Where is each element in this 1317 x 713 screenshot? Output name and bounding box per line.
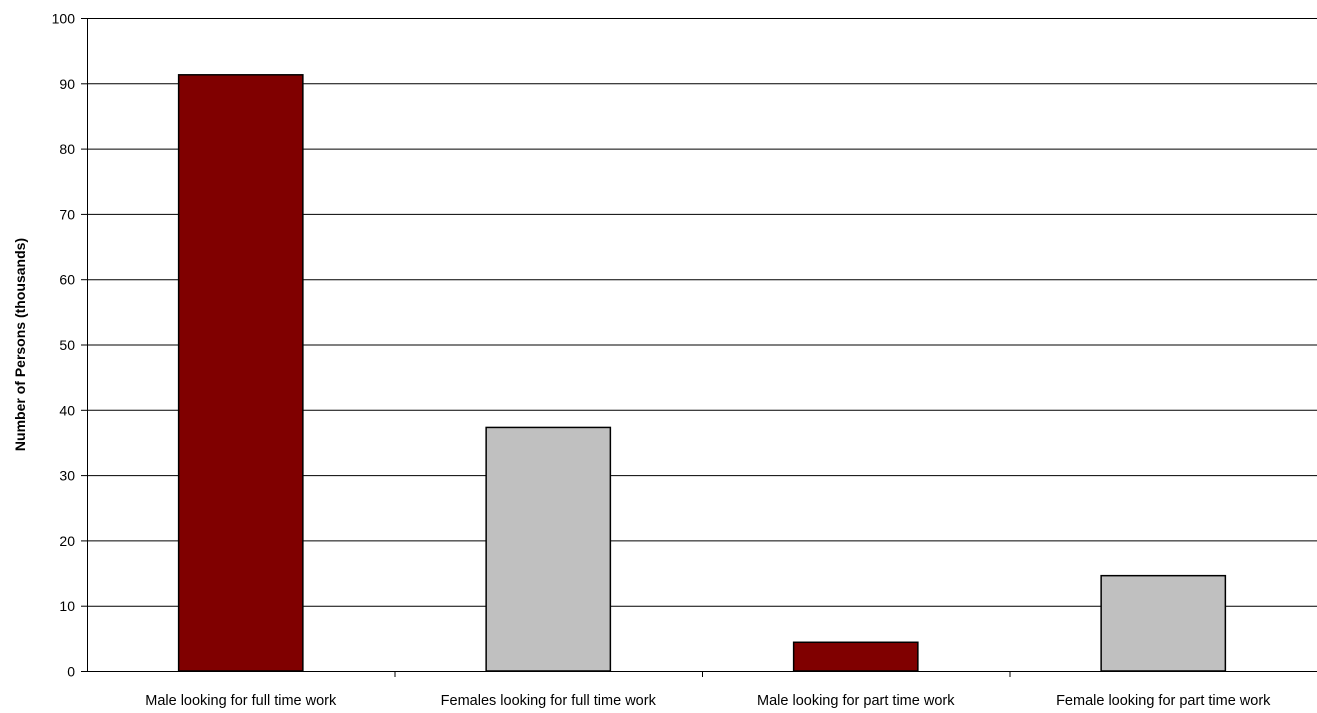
x-tick-label: Females looking for full time work (441, 693, 657, 709)
y-tick-label: 20 (59, 533, 75, 549)
axes (87, 18, 1317, 672)
bars (177, 74, 1227, 672)
y-tick-labels: 0 10 20 30 40 50 60 70 80 90 100 (52, 11, 76, 680)
y-axis-title: Number of Persons (thousands) (12, 238, 28, 451)
y-tick-label: 80 (59, 141, 75, 157)
x-tick-label: Male looking for part time work (757, 693, 955, 709)
bar (485, 426, 612, 672)
y-tick-label: 100 (52, 11, 76, 27)
x-tick-label: Male looking for full time work (145, 693, 337, 709)
y-tick-label: 90 (59, 76, 75, 92)
y-tick-label: 70 (59, 206, 75, 222)
bar (1100, 574, 1227, 672)
y-tick-label: 60 (59, 272, 75, 288)
y-tick-label: 40 (59, 402, 75, 418)
x-tick-labels: Male looking for full time work Females l… (145, 693, 1271, 709)
y-tick-label: 10 (59, 598, 75, 614)
x-tick-label: Female looking for part time work (1056, 693, 1271, 709)
bar (792, 641, 919, 672)
y-tick-label: 50 (59, 337, 75, 353)
y-tick-label: 0 (67, 664, 75, 680)
y-tick-label: 30 (59, 468, 75, 484)
bar (177, 74, 304, 672)
